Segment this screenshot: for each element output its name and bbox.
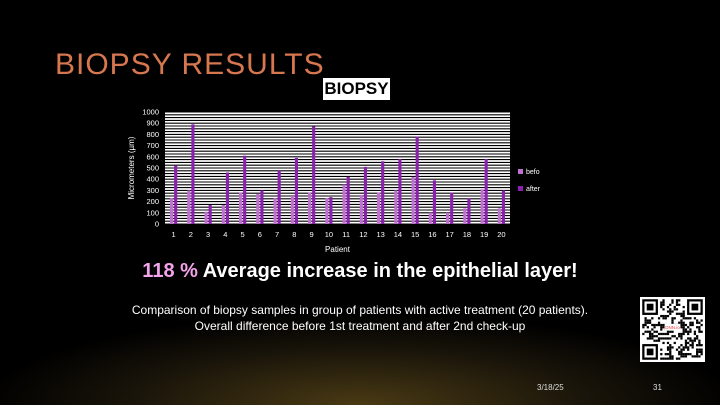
bar-after — [432, 180, 436, 224]
slide-title: BIOPSY RESULTS — [55, 48, 325, 81]
x-tick-label: 16 — [428, 230, 436, 239]
bar-after — [243, 155, 247, 224]
y-axis-label: Micrometers (µm) — [127, 136, 136, 199]
legend-entry: before 1. treatment — [526, 169, 540, 176]
legend-swatch — [518, 169, 523, 174]
bar-before — [256, 193, 260, 224]
x-tick-label: 12 — [359, 230, 367, 239]
x-tick-label: 17 — [445, 230, 453, 239]
bar-before — [273, 198, 277, 224]
x-tick-label: 18 — [463, 230, 471, 239]
y-tick-label: 600 — [146, 152, 159, 161]
y-tick-label: 700 — [146, 141, 159, 150]
bar-before — [377, 192, 381, 224]
bar-after — [225, 172, 229, 224]
bar-before — [394, 190, 398, 224]
bar-after — [346, 176, 350, 224]
bar-before — [463, 208, 467, 224]
x-tick-label: 2 — [189, 230, 193, 239]
footer-date: 3/18/25 — [537, 383, 564, 392]
x-tick-label: 8 — [292, 230, 296, 239]
chart-title: BIOPSY — [323, 78, 390, 100]
x-axis-label: Patient — [325, 245, 351, 254]
y-tick-label: 900 — [146, 119, 159, 128]
x-tick-label: 15 — [411, 230, 419, 239]
bar-before — [308, 192, 312, 224]
x-tick-label: 7 — [275, 230, 279, 239]
bar-after — [329, 197, 333, 224]
bar-after — [450, 192, 454, 224]
x-tick-label: 19 — [480, 230, 488, 239]
bar-before — [221, 204, 225, 224]
y-tick-label: 200 — [146, 197, 159, 206]
bar-after — [294, 157, 298, 224]
bar-after — [191, 124, 195, 224]
x-tick-label: 20 — [497, 230, 505, 239]
bar-after — [260, 190, 264, 224]
headline: 118 % Average increase in the epithelial… — [0, 260, 720, 283]
bar-after — [312, 126, 316, 224]
headline-text: Average increase in the epithelial layer… — [197, 260, 578, 282]
footer-page-number: 31 — [653, 383, 662, 392]
y-tick-label: 800 — [146, 130, 159, 139]
legend-entry: after 2. check-up — [526, 186, 540, 193]
bar-after — [208, 204, 212, 224]
x-tick-label: 10 — [325, 230, 333, 239]
y-tick-label: 300 — [146, 186, 159, 195]
x-tick-label: 4 — [223, 230, 227, 239]
bar-before — [411, 176, 415, 224]
bar-after — [174, 165, 178, 224]
x-tick-label: 3 — [206, 230, 210, 239]
bar-before — [480, 189, 484, 224]
bar-before — [428, 212, 432, 224]
bar-before — [170, 198, 174, 224]
caption-line-2: Overall difference before 1st treatment … — [194, 319, 526, 333]
caption-line-1: Comparison of biopsy samples in group of… — [131, 303, 589, 317]
x-tick-label: 6 — [258, 230, 262, 239]
bar-before — [290, 196, 294, 224]
bar-after — [277, 170, 281, 224]
y-tick-label: 100 — [146, 208, 159, 217]
bar-before — [325, 198, 329, 224]
y-tick-label: 0 — [155, 220, 159, 229]
bar-after — [501, 190, 505, 224]
x-tick-label: 14 — [394, 230, 402, 239]
legend-swatch — [518, 186, 523, 191]
svg-text:DNN.io: DNN.io — [665, 325, 680, 330]
bar-after — [467, 198, 471, 224]
x-tick-label: 13 — [376, 230, 384, 239]
x-tick-label: 9 — [310, 230, 314, 239]
bar-after — [398, 159, 402, 224]
bar-before — [359, 194, 363, 224]
bar-after — [363, 166, 367, 224]
x-tick-label: 1 — [172, 230, 176, 239]
x-tick-label: 11 — [342, 230, 350, 239]
y-tick-label: 400 — [146, 175, 159, 184]
bar-after — [415, 136, 419, 224]
bar-before — [342, 184, 346, 224]
bar-before — [187, 190, 191, 224]
y-tick-label: 1000 — [142, 108, 159, 117]
x-tick-label: 5 — [241, 230, 245, 239]
y-tick-label: 500 — [146, 164, 159, 173]
bar-after — [381, 161, 385, 224]
qr-code-icon: DNN.io — [640, 297, 705, 362]
headline-percentage: 118 % — [142, 260, 198, 282]
bar-after — [484, 159, 488, 224]
bar-before — [446, 212, 450, 224]
bar-before — [204, 211, 208, 224]
bar-before — [497, 208, 501, 224]
caption: Comparison of biopsy samples in group of… — [0, 302, 720, 334]
bar-before — [239, 192, 243, 224]
